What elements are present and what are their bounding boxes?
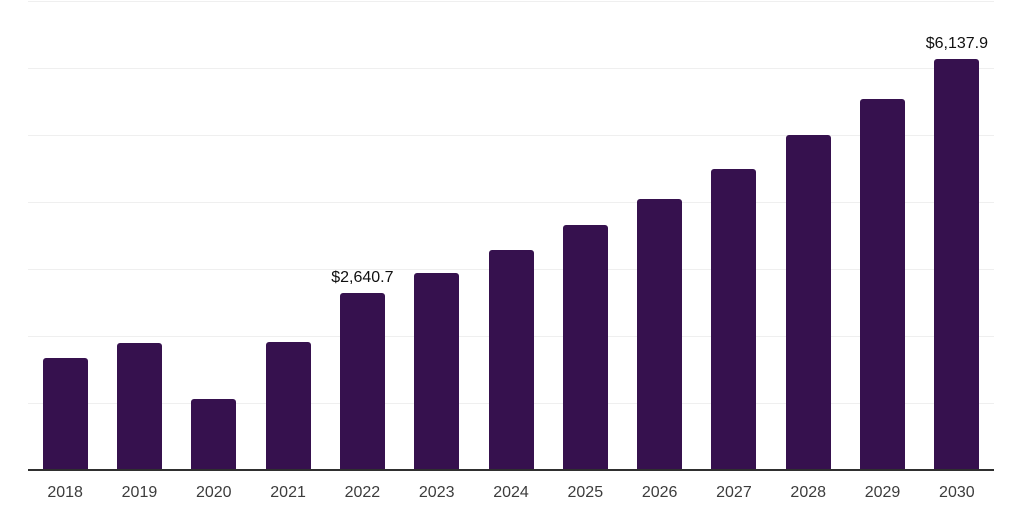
gridline-5000 <box>28 135 994 137</box>
bar-2023[interactable] <box>414 273 460 470</box>
x-tick-2019: 2019 <box>121 484 158 501</box>
bar-2027[interactable] <box>711 168 757 470</box>
bar-2021[interactable] <box>265 342 311 470</box>
bar-2029[interactable] <box>860 98 906 470</box>
x-tick-2029: 2029 <box>864 484 901 501</box>
bar-2018[interactable] <box>42 357 88 470</box>
bar-2026[interactable] <box>637 198 683 470</box>
data-label-2022: $2,640.7 <box>331 269 394 287</box>
bar-2028[interactable] <box>785 135 831 470</box>
x-tick-2026: 2026 <box>641 484 678 501</box>
x-tick-2025: 2025 <box>567 484 604 501</box>
bar-2024[interactable] <box>488 249 534 470</box>
x-tick-2024: 2024 <box>493 484 529 501</box>
bar-2025[interactable] <box>562 225 608 470</box>
x-axis-line <box>28 469 994 471</box>
x-tick-2030: 2030 <box>939 484 975 501</box>
x-tick-2028: 2028 <box>790 484 827 501</box>
gridline-6000 <box>28 68 994 70</box>
x-tick-2027: 2027 <box>716 484 752 501</box>
gridline-4000 <box>28 202 994 204</box>
x-tick-2020: 2020 <box>195 484 232 501</box>
bar-2019[interactable] <box>116 343 162 470</box>
bar-2030[interactable] <box>934 59 980 470</box>
bar-2022[interactable] <box>339 293 385 470</box>
x-tick-2023: 2023 <box>418 484 455 501</box>
gridline-7000 <box>28 1 994 3</box>
x-tick-2022: 2022 <box>344 484 381 501</box>
bar-2020[interactable] <box>191 398 237 470</box>
x-tick-2018: 2018 <box>47 484 83 501</box>
data-label-2030: $6,137.9 <box>925 35 988 53</box>
x-tick-2021: 2021 <box>270 484 306 501</box>
